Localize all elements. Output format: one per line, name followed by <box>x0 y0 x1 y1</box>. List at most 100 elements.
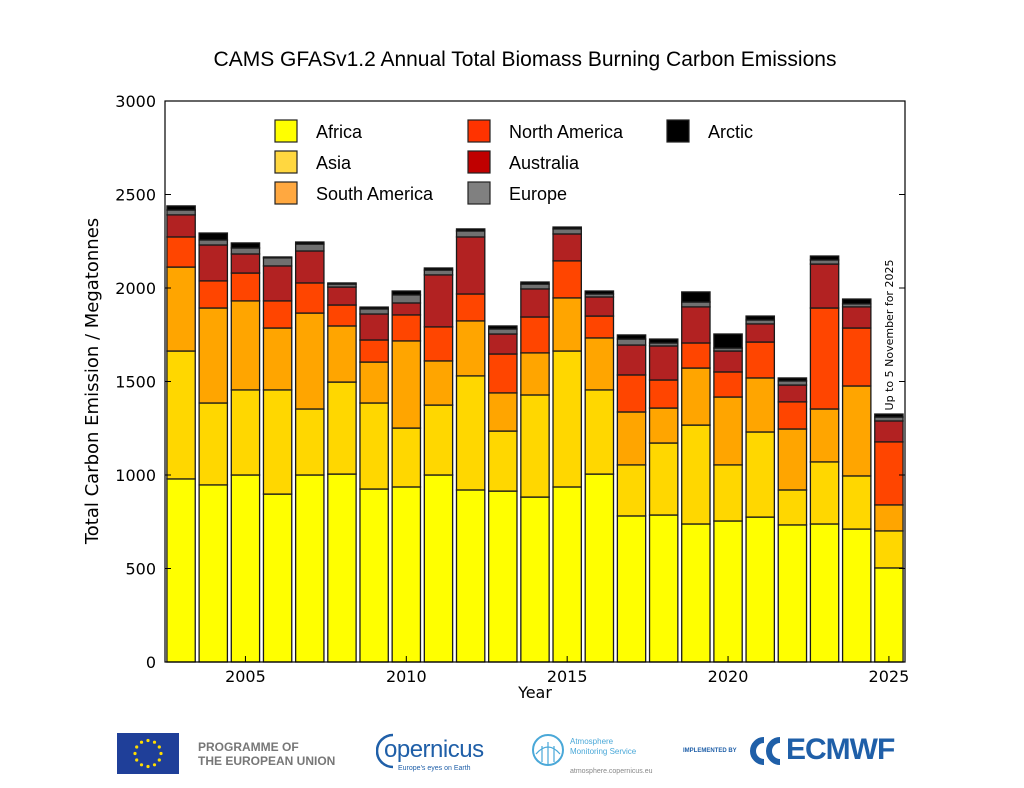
cams-line-1: Atmosphere <box>570 737 614 746</box>
bar-stack-2007 <box>294 241 325 663</box>
bar-segment-africa-2021 <box>745 516 776 663</box>
bar-segment-africa-2012 <box>455 489 486 663</box>
bar-segment-europe-2019 <box>681 301 711 308</box>
bar-segment-north-america-2016 <box>584 315 615 339</box>
bar-stack-2021 <box>745 315 776 663</box>
bar-stack-2011 <box>423 267 454 663</box>
bar-segment-arctic-2021 <box>745 315 776 321</box>
bar-segment-south-america-2013 <box>488 392 518 432</box>
bar-segment-asia-2016 <box>584 389 615 475</box>
bar-segment-australia-2020 <box>713 350 743 373</box>
x-tick-label: 2005 <box>225 667 266 686</box>
bar-stack-2025 <box>874 413 904 663</box>
bar-segment-north-america-2015 <box>552 260 582 299</box>
bar-segment-africa-2011 <box>423 474 454 663</box>
legend: Africa Asia South America North America Aust… <box>274 119 753 205</box>
bar-segment-south-america-2023 <box>809 408 840 463</box>
bar-segment-asia-2018 <box>648 442 679 516</box>
bar-stack-2013 <box>488 325 518 663</box>
bar-segment-australia-2005 <box>230 253 261 274</box>
bar-segment-south-america-2019 <box>681 367 711 426</box>
bar-stack-2022 <box>777 377 808 663</box>
bar-segment-africa-2007 <box>294 474 325 663</box>
bar-segment-arctic-2012 <box>455 228 486 232</box>
bar-segment-south-america-2017 <box>616 411 647 466</box>
ecmwf-logo-text: ECMWF <box>786 733 895 766</box>
bar-segment-arctic-2017 <box>616 334 647 340</box>
chart-title: CAMS GFASv1.2 Annual Total Biomass Burni… <box>213 48 837 71</box>
bar-segment-australia-2018 <box>648 345 679 381</box>
eu-star <box>157 745 161 749</box>
bar-segment-australia-2014 <box>520 288 550 318</box>
bar-segment-australia-2016 <box>584 296 615 317</box>
cams-globe-icon <box>532 734 564 766</box>
bar-segment-africa-2022 <box>777 524 808 663</box>
bar-segment-europe-2013 <box>488 328 518 335</box>
bar-segment-australia-2008 <box>327 286 357 306</box>
legend-swatch <box>467 119 491 143</box>
legend-label: Europe <box>509 184 567 204</box>
y-tick-label: 1500 <box>115 373 156 392</box>
legend-swatch <box>274 181 298 205</box>
bar-segment-arctic-2024 <box>841 298 872 305</box>
bar-segment-africa-2017 <box>616 515 647 663</box>
x-tick-label: 2020 <box>708 667 749 686</box>
bar-segment-africa-2025 <box>874 567 904 663</box>
bar-segment-arctic-2016 <box>584 290 615 295</box>
eu-star <box>133 751 137 756</box>
bar-stack-2024 <box>841 298 872 663</box>
bar-segment-africa-2013 <box>488 490 518 663</box>
bar-segment-south-america-2012 <box>455 320 486 377</box>
bars-group <box>166 205 904 663</box>
x-tick-label: 2015 <box>547 667 588 686</box>
y-axis: 0 500 1000 1500 2000 2500 3000 <box>115 92 905 672</box>
bar-segment-arctic-2010 <box>391 290 422 296</box>
bar-segment-north-america-2014 <box>520 316 550 354</box>
bar-segment-africa-2014 <box>520 496 550 663</box>
cams-url: atmosphere.copernicus.eu <box>570 768 653 775</box>
bar-segment-south-america-2025 <box>874 504 904 532</box>
bar-segment-asia-2012 <box>455 375 486 491</box>
bar-segment-north-america-2005 <box>230 272 261 302</box>
bar-segment-africa-2018 <box>648 514 679 663</box>
bar-stack-2009 <box>359 306 389 663</box>
eu-star <box>157 758 161 762</box>
bar-stack-2014 <box>520 281 550 663</box>
bar-segment-arctic-2022 <box>777 377 808 382</box>
bar-segment-arctic-2011 <box>423 267 454 271</box>
bar-segment-europe-2006 <box>262 257 293 267</box>
bar-segment-australia-2017 <box>616 344 647 376</box>
bar-segment-asia-2024 <box>841 475 872 530</box>
bar-segment-north-america-2017 <box>616 374 647 413</box>
stacked-bar-chart: 0 500 1000 1500 2000 2500 3000 2005 2010 2015 202… <box>82 92 909 702</box>
y-tick-label: 500 <box>125 560 156 579</box>
eu-star <box>152 740 157 744</box>
bar-segment-asia-2009 <box>359 402 389 490</box>
cams-title: Atmosphere Monitoring Service <box>570 737 636 757</box>
bar-segment-europe-2009 <box>359 308 389 315</box>
bar-segment-europe-2015 <box>552 228 582 235</box>
legend-label: Australia <box>509 153 580 173</box>
bar-segment-north-america-2012 <box>455 293 486 322</box>
bar-segment-north-america-2023 <box>809 307 840 410</box>
bar-segment-australia-2022 <box>777 384 808 403</box>
bar-segment-south-america-2011 <box>423 360 454 406</box>
legend-label: Asia <box>316 153 352 173</box>
bar-segment-north-america-2003 <box>166 236 196 268</box>
bar-segment-asia-2013 <box>488 430 518 492</box>
bar-segment-arctic-2007 <box>294 241 325 245</box>
bar-stack-2008 <box>327 282 357 663</box>
legend-item-asia: Asia <box>274 150 352 174</box>
bar-segment-north-america-2018 <box>648 379 679 409</box>
bar-segment-asia-2025 <box>874 530 904 569</box>
bar-segment-arctic-2015 <box>552 226 582 230</box>
bar-segment-arctic-2019 <box>681 291 711 303</box>
bar-segment-africa-2015 <box>552 486 582 663</box>
bar-segment-australia-2015 <box>552 233 582 262</box>
eu-star <box>152 763 157 767</box>
copernicus-tagline: Europe's eyes on Earth <box>398 765 471 772</box>
bar-segment-south-america-2015 <box>552 297 582 352</box>
bar-segment-europe-2004 <box>198 239 229 246</box>
bar-segment-europe-2005 <box>230 247 261 255</box>
bar-segment-north-america-2004 <box>198 280 229 309</box>
